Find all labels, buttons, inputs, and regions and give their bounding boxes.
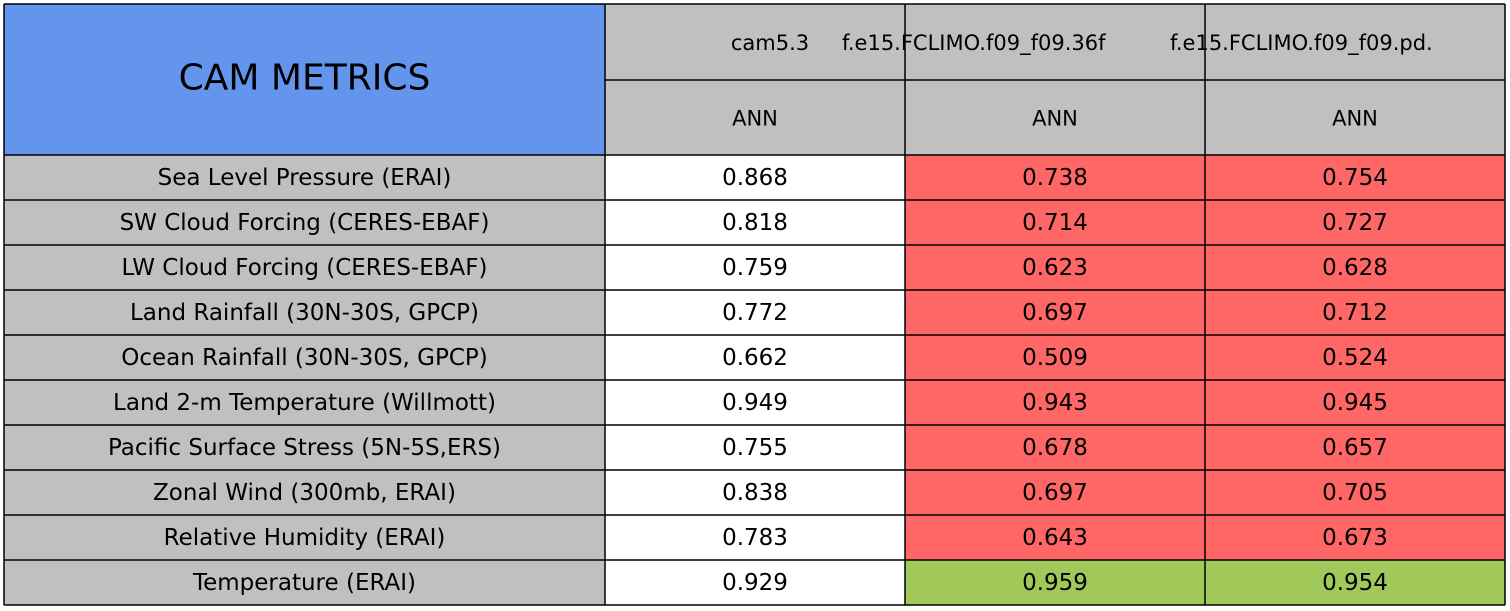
value-cell [1205, 425, 1505, 470]
value-cell [1205, 245, 1505, 290]
value-cell [905, 470, 1205, 515]
metric-value: 0.662 [722, 345, 788, 371]
metric-value: 0.783 [722, 525, 788, 551]
metric-value: 0.509 [1022, 345, 1088, 371]
value-cell [905, 380, 1205, 425]
metric-value: 0.727 [1322, 210, 1388, 236]
value-cell [605, 245, 905, 290]
metric-value: 0.623 [1022, 255, 1088, 281]
metric-value: 0.524 [1322, 345, 1388, 371]
row-label-cell [4, 560, 605, 605]
value-cell [905, 515, 1205, 560]
value-cell [605, 200, 905, 245]
value-cell [605, 470, 905, 515]
value-cell [605, 290, 905, 335]
row-label-cell [4, 425, 605, 470]
value-cell [1205, 470, 1505, 515]
value-cell [605, 515, 905, 560]
row-label: Land Rainfall (30N-30S, GPCP) [130, 300, 479, 326]
metric-value: 0.697 [1022, 300, 1088, 326]
metric-value: 0.755 [722, 435, 788, 461]
metric-value: 0.954 [1322, 570, 1388, 596]
row-label: LW Cloud Forcing (CERES-EBAF) [122, 255, 488, 281]
row-label-cell [4, 155, 605, 200]
value-cell [1205, 155, 1505, 200]
metric-value: 0.949 [722, 390, 788, 416]
value-cell [905, 155, 1205, 200]
metric-value: 0.712 [1322, 300, 1388, 326]
metric-value: 0.628 [1322, 255, 1388, 281]
value-cell [605, 425, 905, 470]
row-label: Sea Level Pressure (ERAI) [158, 165, 452, 191]
row-label: Relative Humidity (ERAI) [164, 525, 446, 551]
metric-value: 0.678 [1022, 435, 1088, 461]
metric-value: 0.929 [722, 570, 788, 596]
metric-value: 0.943 [1022, 390, 1088, 416]
row-label-cell [4, 290, 605, 335]
value-cell [1205, 515, 1505, 560]
row-label-cell [4, 380, 605, 425]
value-cell [1205, 290, 1505, 335]
row-label-cell [4, 470, 605, 515]
season-header: ANN [1032, 107, 1078, 131]
metric-value: 0.697 [1022, 480, 1088, 506]
metric-value: 0.705 [1322, 480, 1388, 506]
metric-value: 0.868 [722, 165, 788, 191]
model-header: f.e15.FCLIMO.f09_f09.36f [842, 31, 1106, 56]
value-cell [1205, 335, 1505, 380]
row-label-cell [4, 515, 605, 560]
value-cell [605, 335, 905, 380]
row-label-cell [4, 335, 605, 380]
value-cell [1205, 200, 1505, 245]
metric-value: 0.738 [1022, 165, 1088, 191]
metric-value: 0.657 [1322, 435, 1388, 461]
metric-value: 0.772 [722, 300, 788, 326]
season-header: ANN [732, 107, 778, 131]
row-label: Zonal Wind (300mb, ERAI) [153, 480, 456, 506]
row-label: Temperature (ERAI) [192, 570, 416, 596]
value-cell [905, 335, 1205, 380]
value-cell [905, 200, 1205, 245]
metric-value: 0.818 [722, 210, 788, 236]
table-title: CAM METRICS [179, 58, 431, 99]
title-cell [4, 4, 605, 155]
value-cell [1205, 380, 1505, 425]
value-cell [905, 560, 1205, 605]
model-header: f.e15.FCLIMO.f09_f09.pd. [1170, 31, 1433, 56]
row-label: Ocean Rainfall (30N-30S, GPCP) [121, 345, 488, 371]
metric-value: 0.838 [722, 480, 788, 506]
value-cell [905, 290, 1205, 335]
value-cell [605, 560, 905, 605]
value-cell [1205, 560, 1505, 605]
value-cell [605, 380, 905, 425]
season-header: ANN [1332, 107, 1378, 131]
row-label: Land 2-m Temperature (Willmott) [113, 390, 496, 416]
value-cell [905, 425, 1205, 470]
metric-value: 0.945 [1322, 390, 1388, 416]
row-label-cell [4, 200, 605, 245]
row-label: SW Cloud Forcing (CERES-EBAF) [120, 210, 490, 236]
model-header: cam5.3 [731, 31, 809, 55]
metric-value: 0.759 [722, 255, 788, 281]
value-cell [605, 155, 905, 200]
value-cell [905, 245, 1205, 290]
metric-value: 0.714 [1022, 210, 1088, 236]
metric-value: 0.673 [1322, 525, 1388, 551]
row-label: Pacific Surface Stress (5N-5S,ERS) [108, 435, 501, 461]
metric-value: 0.643 [1022, 525, 1088, 551]
row-label-cell [4, 245, 605, 290]
metric-value: 0.959 [1022, 570, 1088, 596]
metric-value: 0.754 [1322, 165, 1388, 191]
